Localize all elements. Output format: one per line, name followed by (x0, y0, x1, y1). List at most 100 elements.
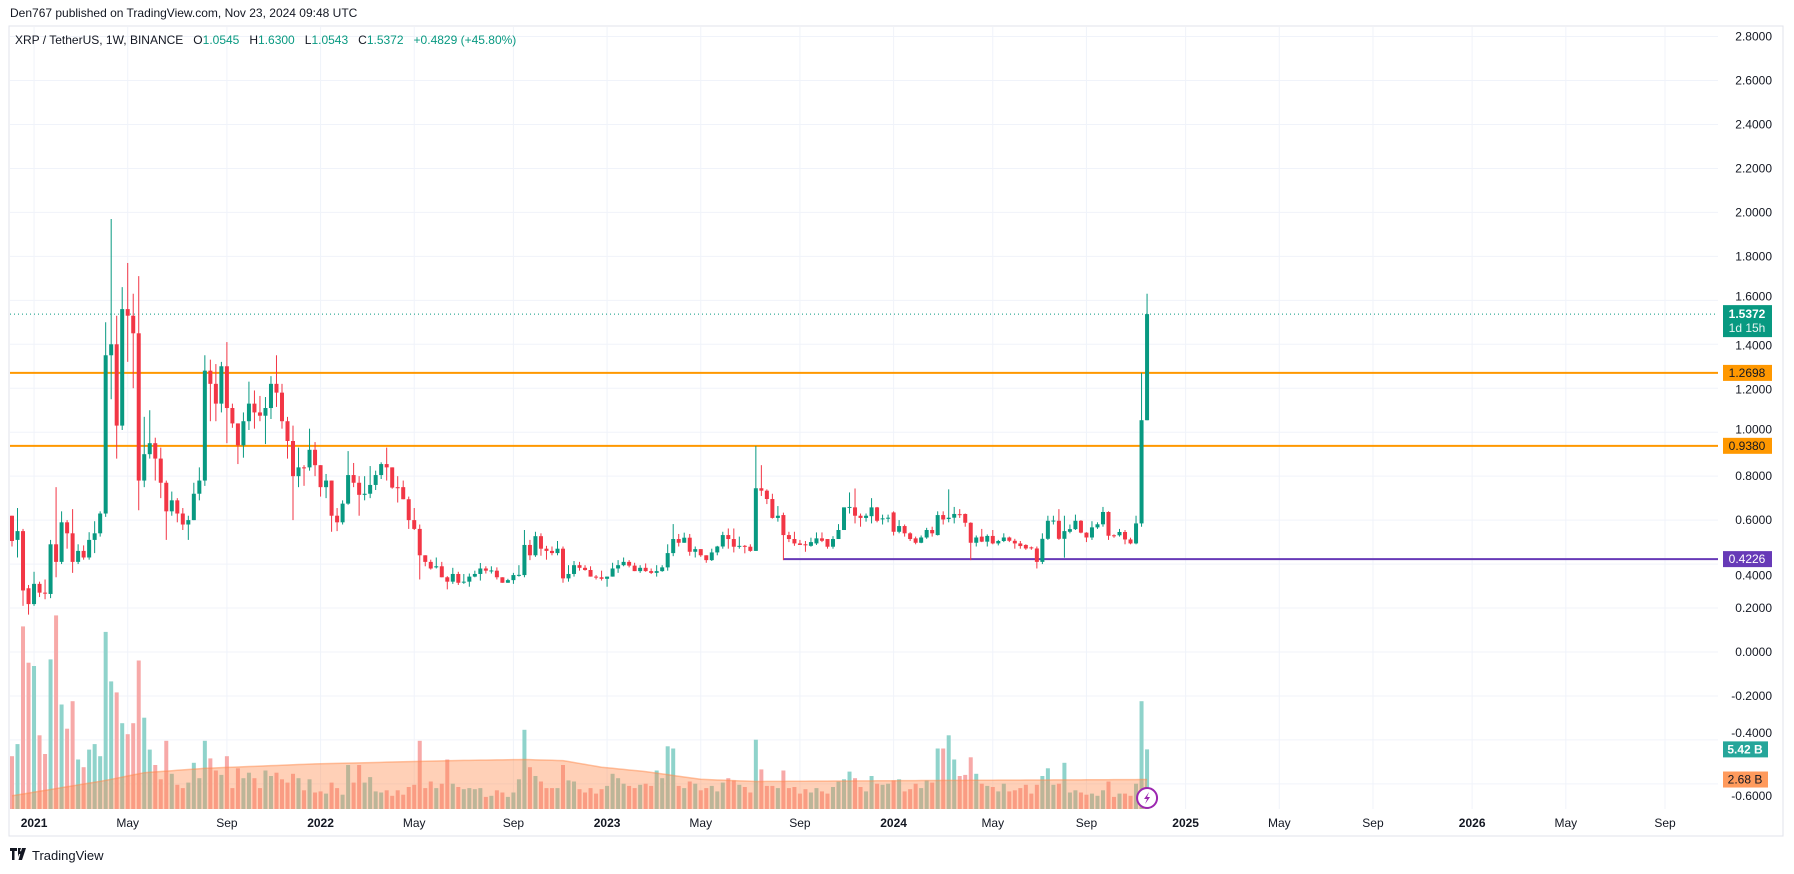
candle[interactable] (847, 492, 852, 514)
candle[interactable] (770, 493, 775, 519)
candle[interactable] (32, 571, 37, 606)
candle[interactable] (456, 571, 461, 585)
candle[interactable] (26, 584, 31, 615)
candle[interactable] (43, 579, 48, 600)
candle[interactable] (1089, 521, 1094, 540)
candle[interactable] (291, 425, 296, 521)
candle[interactable] (505, 578, 510, 583)
candle[interactable] (687, 533, 692, 556)
candle[interactable] (224, 342, 229, 444)
candle[interactable] (384, 447, 389, 481)
candle[interactable] (230, 403, 235, 428)
candle[interactable] (996, 539, 1001, 546)
candle[interactable] (180, 508, 185, 531)
candle[interactable] (450, 567, 455, 584)
candle[interactable] (561, 546, 565, 583)
candle[interactable] (445, 576, 450, 590)
candle[interactable] (671, 524, 676, 557)
candle[interactable] (1040, 533, 1045, 565)
candle[interactable] (616, 560, 621, 573)
candle[interactable] (583, 565, 588, 571)
candle[interactable] (924, 527, 929, 539)
candle[interactable] (500, 577, 505, 583)
symbol-name[interactable]: XRP / TetherUS, 1W, BINANCE (15, 33, 184, 47)
candle[interactable] (70, 509, 75, 573)
candle[interactable] (1051, 515, 1056, 525)
candle[interactable] (1134, 515, 1139, 545)
candle[interactable] (114, 315, 119, 459)
candle[interactable] (891, 511, 896, 536)
candle[interactable] (704, 555, 709, 563)
candle[interactable] (439, 561, 444, 578)
candle[interactable] (483, 566, 488, 574)
candle[interactable] (676, 533, 681, 547)
candle[interactable] (941, 511, 946, 525)
candle[interactable] (594, 575, 599, 580)
candle[interactable] (869, 498, 874, 524)
candle[interactable] (489, 566, 494, 574)
candle[interactable] (219, 361, 224, 413)
candle[interactable] (147, 410, 152, 459)
candle[interactable] (621, 557, 626, 567)
candle[interactable] (709, 548, 714, 562)
candle[interactable] (125, 262, 130, 362)
candle[interactable] (412, 508, 417, 531)
candle[interactable] (213, 364, 218, 422)
candle[interactable] (478, 562, 483, 581)
candle[interactable] (797, 539, 802, 545)
candle[interactable] (235, 423, 240, 465)
candle[interactable] (830, 536, 835, 549)
candle[interactable] (368, 466, 373, 499)
candle[interactable] (935, 511, 940, 536)
candle[interactable] (1001, 533, 1006, 543)
candle[interactable] (92, 521, 97, 554)
candle[interactable] (632, 562, 637, 572)
candle[interactable] (610, 562, 615, 577)
candle[interactable] (919, 535, 924, 544)
candle[interactable] (296, 447, 301, 488)
candle[interactable] (279, 383, 284, 429)
candle[interactable] (202, 355, 207, 486)
candle[interactable] (103, 322, 108, 517)
candle[interactable] (379, 462, 384, 480)
candle[interactable] (979, 528, 984, 543)
candle[interactable] (241, 412, 246, 458)
candle[interactable] (660, 565, 665, 572)
candle[interactable] (968, 522, 973, 561)
candle[interactable] (406, 496, 411, 529)
candle[interactable] (1128, 537, 1133, 545)
candle[interactable] (814, 532, 819, 545)
candle[interactable] (1084, 532, 1089, 543)
candle[interactable] (974, 535, 979, 547)
candle[interactable] (627, 560, 632, 568)
candle[interactable] (527, 539, 532, 561)
candle[interactable] (698, 549, 703, 557)
candle[interactable] (1095, 522, 1100, 529)
candle[interactable] (1073, 514, 1078, 531)
candle[interactable] (54, 487, 59, 578)
candle[interactable] (1007, 536, 1012, 543)
candle[interactable] (990, 530, 995, 545)
candle[interactable] (886, 514, 891, 523)
footer-brand[interactable]: TradingView (10, 848, 104, 863)
candle[interactable] (731, 528, 736, 553)
candle[interactable] (897, 520, 902, 534)
candle[interactable] (87, 532, 92, 560)
candle[interactable] (720, 531, 725, 549)
candle[interactable] (158, 447, 163, 499)
candle[interactable] (1018, 541, 1023, 549)
candle[interactable] (153, 437, 158, 481)
candle[interactable] (428, 559, 433, 570)
candle[interactable] (1117, 528, 1122, 537)
candle[interactable] (373, 470, 378, 491)
candle[interactable] (753, 446, 758, 551)
candle[interactable] (1100, 506, 1105, 527)
candle[interactable] (1045, 515, 1050, 540)
candle[interactable] (1078, 520, 1083, 534)
candle[interactable] (781, 512, 786, 561)
candle[interactable] (588, 566, 593, 577)
candle[interactable] (329, 480, 334, 532)
candle[interactable] (340, 500, 345, 525)
candle[interactable] (880, 514, 885, 525)
